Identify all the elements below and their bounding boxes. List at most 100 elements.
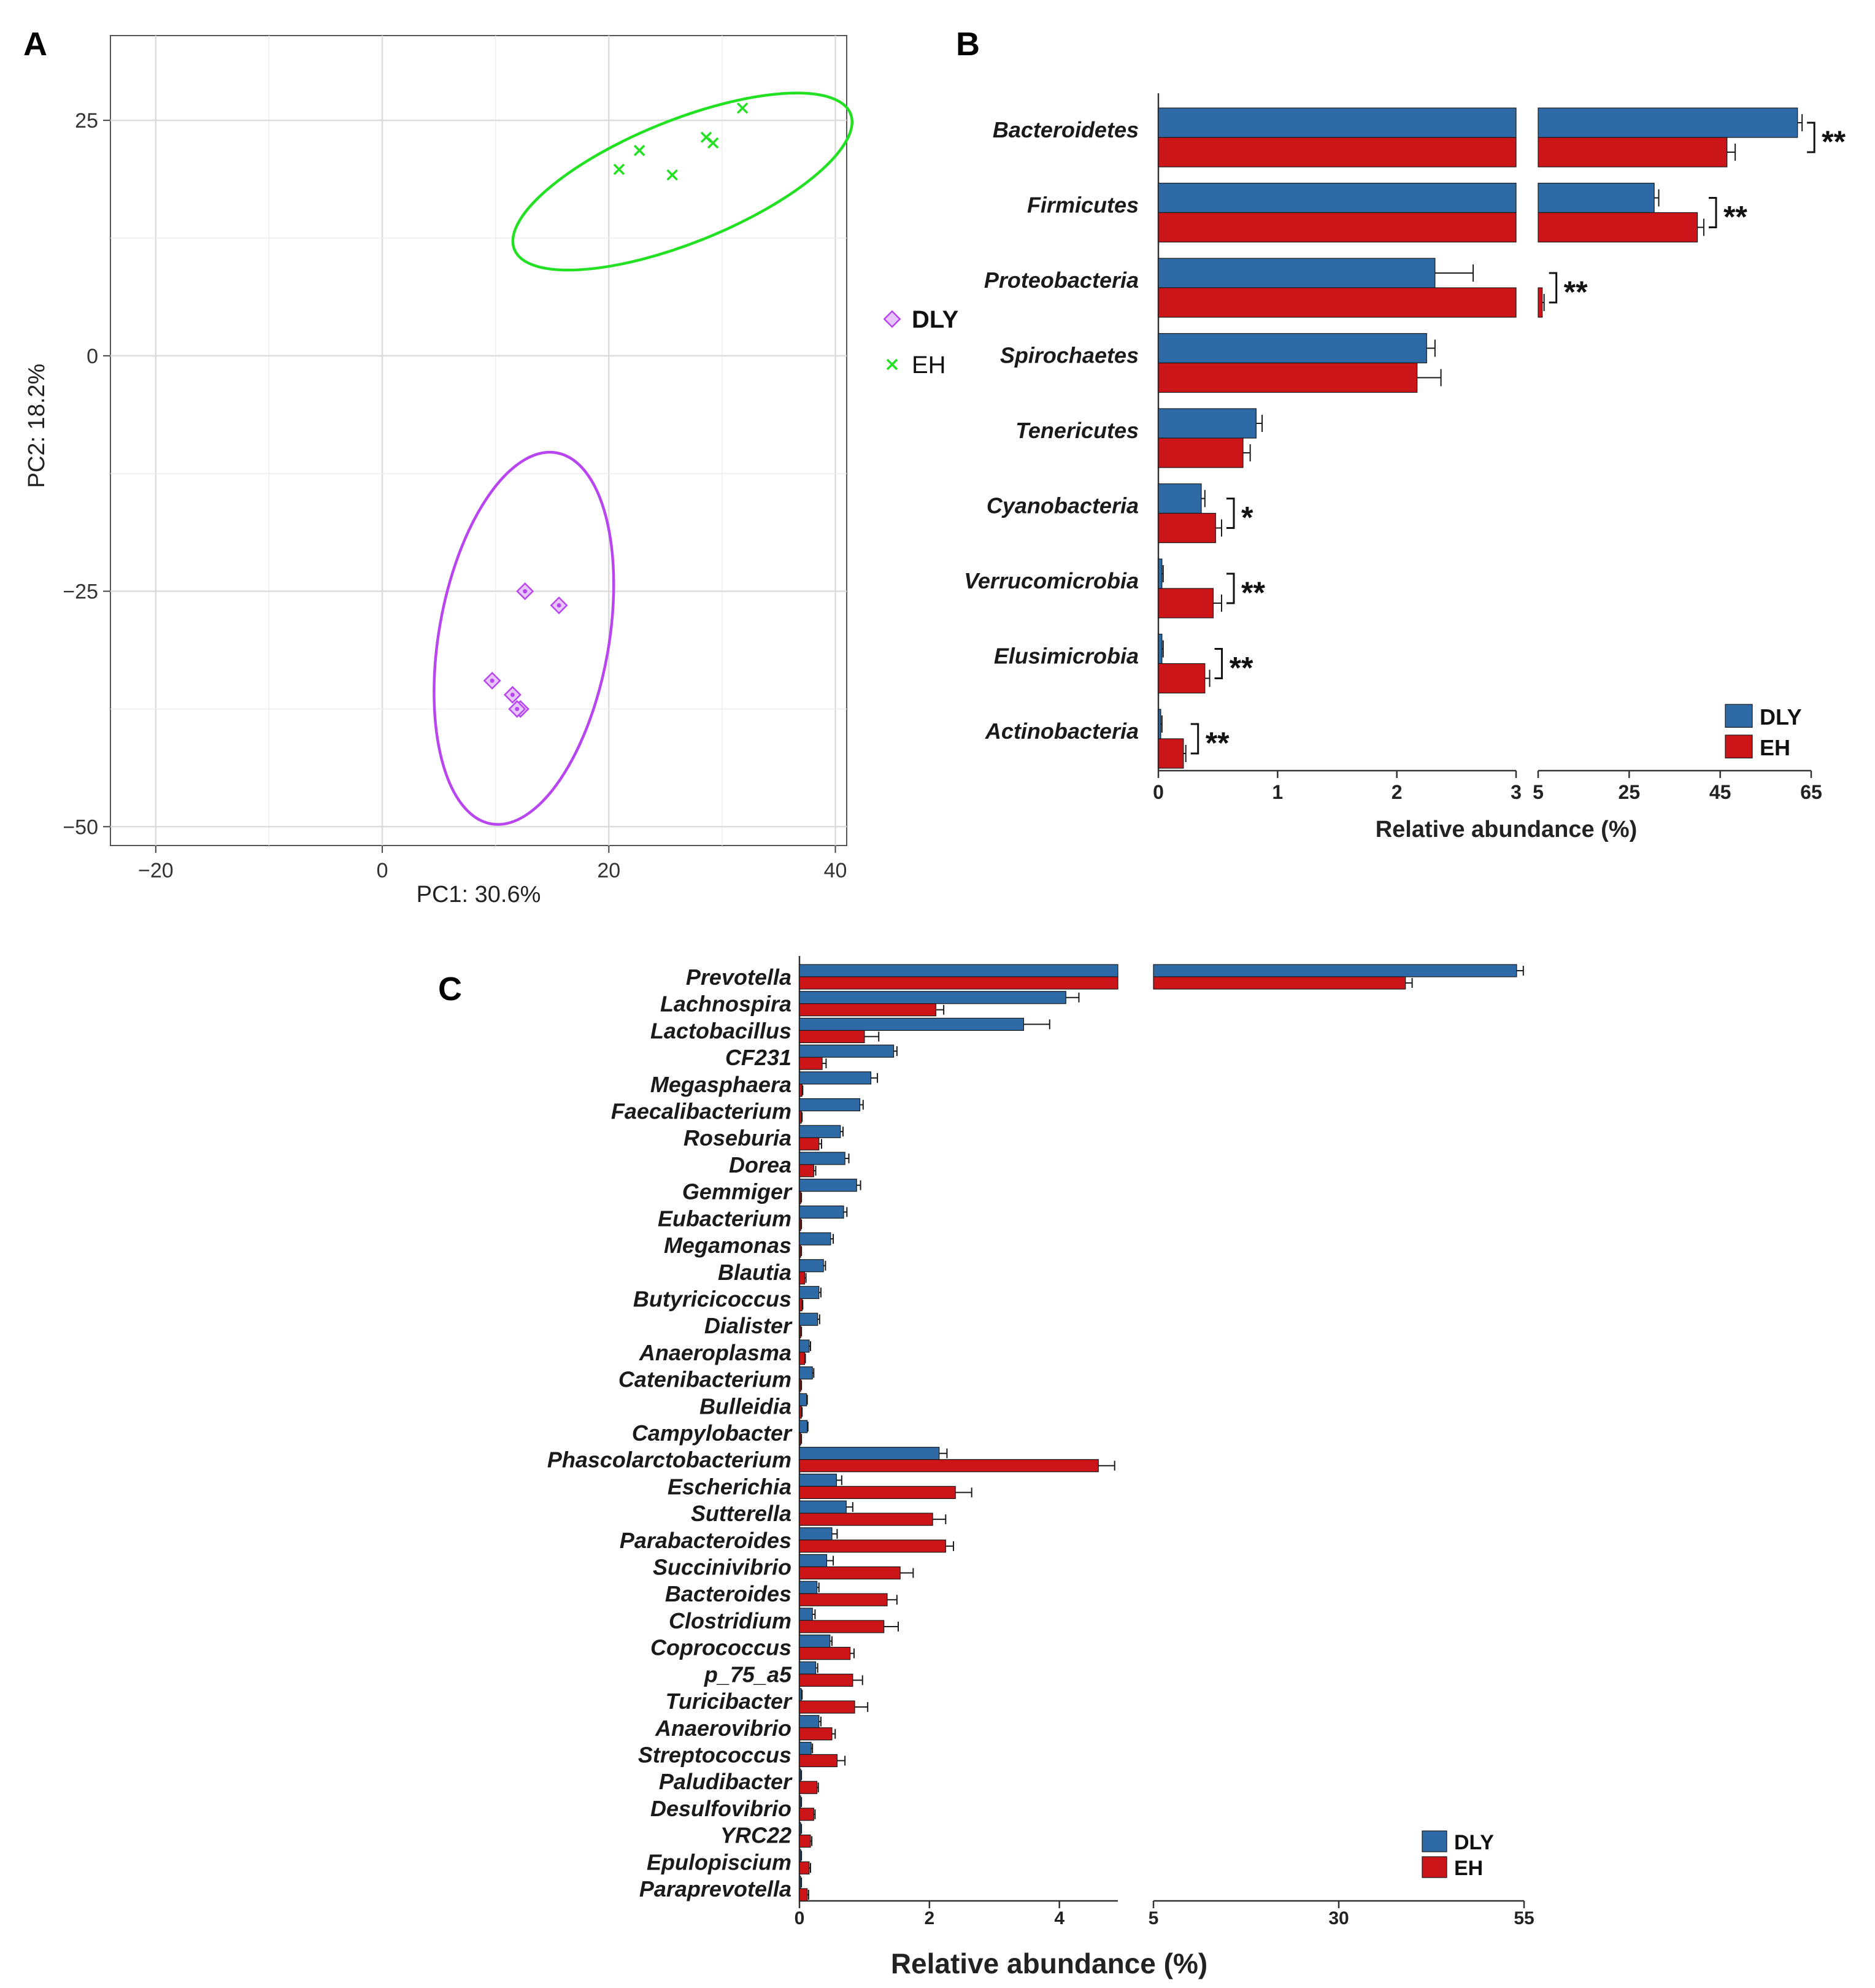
significance-stars: ** (1564, 275, 1588, 309)
category-label: Lachnospira (660, 992, 791, 1017)
bar-segment (799, 1500, 847, 1514)
significance-stars: * (1241, 501, 1253, 535)
panel-label-b: B (956, 26, 980, 63)
bar-eh (799, 1271, 807, 1285)
bar-segment-left (1158, 182, 1517, 214)
bar-segment (799, 1098, 861, 1112)
bar-segment (799, 1110, 802, 1124)
category-label: Bacteroides (665, 1581, 791, 1606)
category-label: Elusimicrobia (994, 644, 1139, 669)
bar-eh (799, 1057, 827, 1070)
bar-dly (799, 1527, 838, 1541)
pca-point-dly (483, 671, 501, 690)
bar-eh (799, 1727, 836, 1741)
x-tick-label: 0 (1153, 781, 1164, 803)
bar-segment (799, 1137, 820, 1150)
pca-x-axis-label: PC1: 30.6% (417, 882, 541, 907)
x-tick-label: 45 (1709, 781, 1731, 803)
phylum-bars (1158, 107, 1803, 769)
pca-point-eh (736, 102, 749, 114)
bar-eh (799, 1888, 809, 1901)
bar-segment (799, 1352, 806, 1365)
bar-segment (799, 1741, 812, 1755)
pca-point-dly (503, 685, 522, 704)
bar-eh (799, 1834, 813, 1848)
category-label: Escherichia (668, 1474, 791, 1499)
bar-segment-right (1538, 137, 1728, 168)
category-label: Dorea (729, 1152, 791, 1177)
bar-dly (799, 1822, 803, 1836)
pca-axis-ticks: −20 0 20 40 25 0 −25 −50 (63, 109, 847, 882)
bar-segment (1158, 738, 1184, 769)
legend-label-dly: DLY (1454, 1831, 1494, 1854)
bar-segment-right (1153, 964, 1517, 977)
x-tick-label: 65 (1800, 781, 1822, 803)
bar-eh (799, 1244, 803, 1258)
genus-axes: 0 2 4 5 30 55 (795, 956, 1534, 1928)
bar-dly (799, 1259, 826, 1273)
bar-eh (799, 1673, 863, 1687)
pca-point-dly (508, 699, 526, 718)
bar-eh (1158, 362, 1442, 393)
pca-point-dly (516, 582, 534, 601)
significance-bracket (1708, 197, 1717, 228)
significance-stars: ** (1230, 651, 1253, 685)
pca-point-eh (707, 137, 719, 149)
pca-point-stroke (707, 137, 719, 149)
bar-segment-left (1158, 137, 1517, 168)
significance-stars: ** (1822, 125, 1846, 159)
bar-dly (799, 1635, 833, 1648)
category-label: Prevotella (686, 965, 791, 990)
bar-segment (799, 1285, 820, 1300)
category-label: Succinivibrio (653, 1555, 791, 1580)
bar-dly (799, 1768, 803, 1782)
pca-point-dly (550, 596, 568, 615)
bar-eh (799, 1110, 803, 1124)
category-label: YRC22 (720, 1823, 791, 1848)
bar-segment (799, 1834, 811, 1848)
bar-segment (799, 1566, 901, 1580)
category-label: Megasphaera (650, 1072, 791, 1097)
bar-eh (799, 1781, 819, 1794)
bar-dly (799, 1554, 834, 1568)
significance-marker: ** (1190, 723, 1230, 760)
bar-eh (799, 1378, 803, 1392)
category-label: Anaeroplasma (639, 1340, 791, 1365)
bar-segment (799, 1673, 853, 1687)
pca-y-tick-label: 0 (87, 345, 98, 368)
bar-segment (799, 1044, 895, 1058)
bar-segment (799, 1271, 806, 1285)
bar-segment (799, 1405, 802, 1419)
pca-y-axis-label: PC2: 18.2% (24, 364, 50, 488)
genus-category-labels: PrevotellaLachnospiraLactobacillusCF231M… (547, 965, 793, 1901)
category-label: Dialister (704, 1313, 793, 1338)
bar-segment (799, 1608, 813, 1621)
bar-eh (799, 1700, 869, 1714)
legend-label-eh: EH (1760, 735, 1790, 760)
bar-dly (799, 1393, 808, 1406)
significance-marker: ** (1214, 648, 1253, 685)
bar-eh (799, 1808, 816, 1821)
category-label: Paraprevotella (639, 1876, 791, 1901)
bar-segment (799, 1593, 888, 1606)
bar-dly (799, 1876, 803, 1889)
bar-dly (799, 1152, 850, 1165)
category-label: Clostridium (669, 1608, 791, 1633)
category-label: Blautia (718, 1260, 791, 1285)
legend-label-eh: EH (1454, 1857, 1483, 1880)
bar-eh (799, 1754, 846, 1768)
legend-label-dly: DLY (1760, 704, 1802, 730)
genus-x-axis-label: Relative abundance (%) (891, 1948, 1207, 1979)
bar-segment (1158, 437, 1244, 468)
significance-bracket (1190, 723, 1199, 755)
bar-dly (1158, 258, 1474, 288)
category-label: Firmicutes (1027, 193, 1139, 218)
bar-dly (799, 1232, 834, 1246)
bar-eh (799, 1352, 806, 1365)
bar-segment (799, 1017, 1025, 1031)
bar-dly (1158, 558, 1164, 589)
bar-segment (799, 1768, 801, 1782)
category-label: Cyanobacteria (987, 493, 1139, 518)
category-label: Anaerovibrio (655, 1716, 791, 1741)
